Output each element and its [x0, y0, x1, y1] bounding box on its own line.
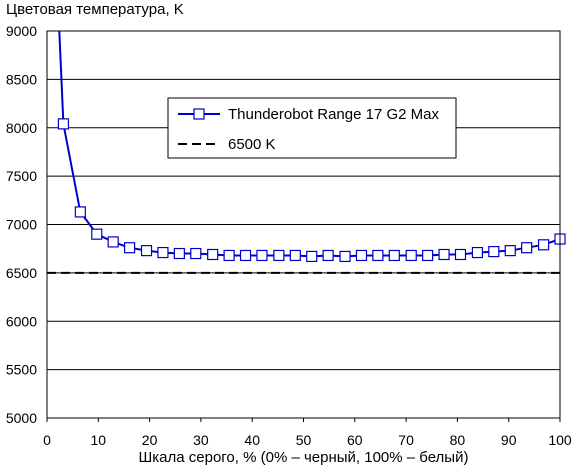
data-point-marker [173, 247, 185, 260]
data-point-marker [107, 236, 119, 248]
data-point-marker [140, 245, 153, 257]
x-tick-label: 90 [501, 432, 517, 448]
y-tick-label: 7500 [6, 168, 37, 184]
legend-series-marker [193, 108, 205, 120]
y-tick-label: 9000 [6, 23, 37, 39]
data-point-marker [273, 249, 285, 262]
y-tick-label: 6000 [6, 313, 37, 329]
legend-reference-label: 6500 K [228, 136, 276, 153]
data-point-marker [91, 228, 103, 240]
data-point-marker [504, 245, 516, 257]
data-point-marker [239, 249, 252, 262]
data-point-marker [372, 249, 384, 262]
y-tick-labels: 5000 5500 6000 6500 7000 7500 8000 8500 9000 [6, 23, 37, 426]
data-point-marker [388, 249, 400, 262]
data-point-marker [157, 246, 169, 259]
x-tick-label: 100 [548, 432, 572, 448]
data-point-marker [223, 249, 235, 262]
data-point-marker [322, 249, 334, 262]
data-point-marker [405, 249, 417, 262]
data-point-marker [256, 249, 268, 262]
data-point-marker [454, 248, 467, 261]
y-tick-label: 8500 [6, 71, 37, 87]
x-tick-labels: 0 10 20 30 40 50 60 70 80 90 100 [43, 418, 572, 448]
y-tick-label: 7000 [6, 217, 37, 233]
legend-series-label: Thunderobot Range 17 G2 Max [228, 106, 439, 123]
data-point-marker [289, 249, 301, 262]
data-point-marker [306, 250, 318, 263]
data-point-marker [471, 246, 484, 259]
data-point-marker [339, 250, 351, 263]
x-tick-label: 60 [347, 432, 363, 448]
x-tick-label: 30 [193, 432, 209, 448]
x-tick-label: 10 [91, 432, 107, 448]
x-tick-label: 40 [244, 432, 260, 448]
x-tick-label: 70 [398, 432, 414, 448]
data-point-marker [488, 245, 500, 258]
x-tick-label: 20 [142, 432, 158, 448]
data-point-marker [74, 206, 86, 218]
legend: Thunderobot Range 17 G2 Max 6500 K [167, 97, 457, 159]
data-point-marker [438, 248, 450, 261]
data-point-marker [422, 249, 434, 262]
legend-box [167, 97, 457, 159]
data-point-marker [355, 249, 368, 262]
data-point-marker [123, 242, 136, 254]
data-point-marker [521, 242, 533, 254]
y-tick-label: 8000 [6, 120, 37, 136]
y-tick-label: 5500 [6, 362, 37, 378]
x-tick-label: 50 [296, 432, 312, 448]
chart-title: Цветовая температура, K [6, 1, 184, 18]
y-tick-label: 5000 [6, 410, 37, 426]
y-tick-label: 6500 [6, 265, 37, 281]
data-point-marker [57, 118, 70, 130]
x-tick-label: 80 [450, 432, 466, 448]
x-tick-label: 0 [43, 432, 51, 448]
x-axis-label: Шкала серого, % (0% – черный, 100% – бел… [139, 449, 469, 466]
data-point-marker [537, 239, 550, 251]
plot-frame [46, 30, 561, 419]
data-point-marker [190, 247, 202, 260]
data-point-marker [207, 248, 219, 261]
